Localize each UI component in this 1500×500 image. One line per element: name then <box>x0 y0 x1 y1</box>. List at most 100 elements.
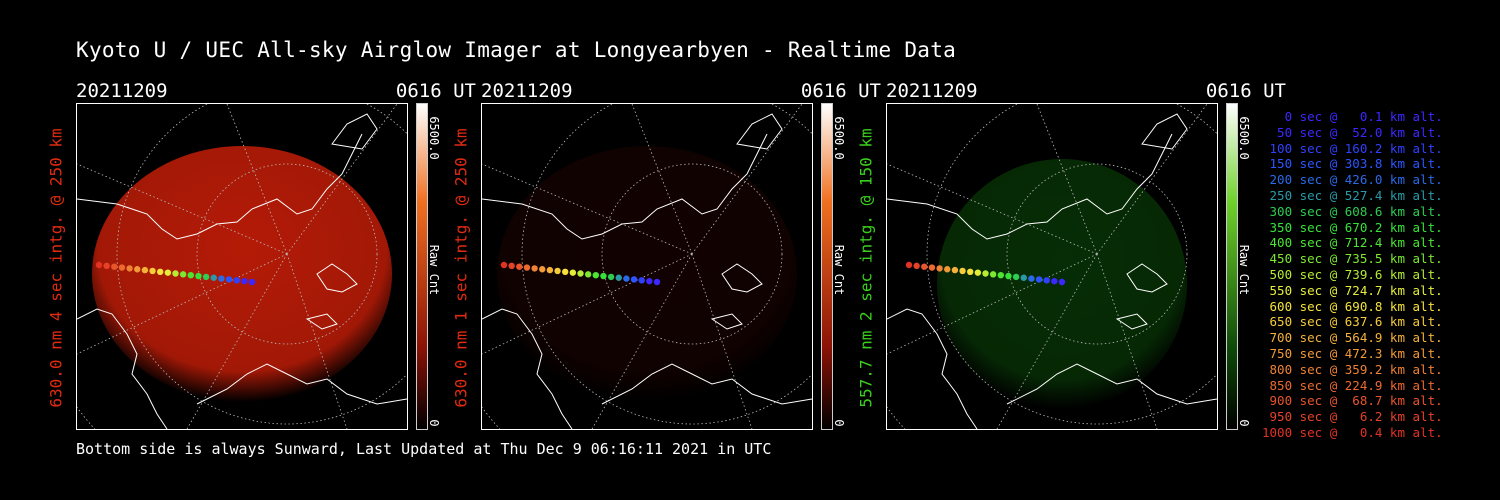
track-point <box>959 267 966 275</box>
track-point <box>607 273 615 281</box>
colorbar <box>1226 103 1238 430</box>
track-point <box>202 273 210 281</box>
legend-entry: 850 sec @ 224.9 km alt. <box>1262 377 1443 393</box>
track-point <box>118 264 126 271</box>
legend-entry: 0 sec @ 0.1 km alt. <box>1262 109 1443 124</box>
track-point <box>646 277 653 285</box>
panel-date: 20211209 <box>76 80 168 102</box>
track-point <box>600 272 607 280</box>
track-point <box>1012 273 1020 281</box>
flight-track <box>500 261 661 286</box>
image-panel-1: 20211209 0616 UT <box>47 80 476 430</box>
track-point <box>1020 274 1027 281</box>
wavelength-label: 630.0 nm 4 sec intg. @ 250 km <box>46 128 66 408</box>
panel-time: 0616 UT <box>1205 80 1286 102</box>
track-point <box>508 262 515 270</box>
track-point <box>523 264 531 271</box>
legend-entry: 650 sec @ 637.6 km alt. <box>1262 314 1443 330</box>
legend-entry: 250 sec @ 527.4 km alt. <box>1262 187 1443 203</box>
track-point <box>944 266 951 273</box>
track-point <box>562 268 569 275</box>
track-point <box>210 274 217 281</box>
allsky-map <box>886 103 1218 430</box>
legend-entry: 950 sec @ 6.2 km alt. <box>1262 409 1443 425</box>
airglow-image <box>497 146 797 402</box>
track-point <box>554 267 561 275</box>
track-point <box>974 269 982 276</box>
lat-lon-grid <box>77 104 407 429</box>
panel-date: 20211209 <box>886 80 978 102</box>
track-point <box>623 275 630 282</box>
airglow-image <box>92 146 392 402</box>
altitude-legend: 0 sec @ 0.1 km alt. 50 sec @ 52.0 km alt… <box>1262 109 1443 441</box>
track-point <box>997 272 1004 279</box>
colorbar-min-label: 0 <box>427 419 441 427</box>
lat-lon-grid <box>887 104 1217 429</box>
track-point <box>982 270 989 277</box>
track-point <box>921 263 928 270</box>
colorbar-max-label: 6500.0 <box>427 116 441 160</box>
track-point <box>1028 275 1035 282</box>
track-point <box>928 264 936 271</box>
colorbar-unit-label: Raw Cnt <box>832 244 846 296</box>
track-point <box>248 278 256 286</box>
track-point <box>111 263 118 270</box>
track-point <box>577 270 584 277</box>
legend-entry: 400 sec @ 712.4 km alt. <box>1262 235 1443 251</box>
legend-entry: 900 sec @ 68.7 km alt. <box>1262 393 1443 409</box>
track-point <box>157 268 164 275</box>
track-point <box>141 266 149 274</box>
legend-entry: 600 sec @ 690.8 km alt. <box>1262 298 1443 314</box>
wavelength-label: 557.7 nm 2 sec intg. @ 150 km <box>856 128 876 408</box>
colorbar-min-label: 0 <box>1237 419 1251 427</box>
image-panel-2: 20211209 0616 UT <box>452 80 881 430</box>
track-point <box>172 270 179 277</box>
flight-track <box>95 261 256 286</box>
image-panel-3: 20211209 0616 UT <box>857 80 1286 430</box>
colorbar-max-label: 6500.0 <box>1237 116 1251 160</box>
track-point <box>218 275 225 282</box>
legend-entry: 350 sec @ 670.2 km alt. <box>1262 219 1443 235</box>
track-point <box>653 278 661 286</box>
track-point <box>592 272 599 279</box>
colorbar-unit-label: Raw Cnt <box>1237 244 1251 296</box>
legend-entry: 800 sec @ 359.2 km alt. <box>1262 361 1443 377</box>
track-point <box>638 277 645 284</box>
track-point <box>569 269 577 276</box>
track-point <box>225 276 233 283</box>
legend-entry: 300 sec @ 608.6 km alt. <box>1262 203 1443 219</box>
colorbar-unit-label: Raw Cnt <box>427 244 441 296</box>
panel-date: 20211209 <box>481 80 573 102</box>
track-point <box>913 262 920 270</box>
page-title: Kyoto U / UEC All-sky Airglow Imager at … <box>76 38 957 62</box>
coastline <box>482 113 812 429</box>
coastline <box>77 113 407 429</box>
legend-entry: 1000 sec @ 0.4 km alt. <box>1262 424 1443 440</box>
track-point <box>546 266 554 274</box>
track-point <box>516 263 523 270</box>
lat-lon-grid <box>482 104 812 429</box>
track-point <box>1035 276 1043 283</box>
track-point <box>531 265 538 272</box>
track-point <box>126 265 133 272</box>
colorbar <box>416 103 428 430</box>
track-point <box>1058 278 1066 286</box>
coastline <box>887 113 1217 429</box>
legend-entry: 450 sec @ 735.5 km alt. <box>1262 251 1443 267</box>
colorbar <box>821 103 833 430</box>
legend-entry: 700 sec @ 564.9 km alt. <box>1262 330 1443 346</box>
track-point <box>936 265 943 272</box>
track-point <box>989 271 997 278</box>
colorbar-min-label: 0 <box>832 419 846 427</box>
legend-entry: 50 sec @ 52.0 km alt. <box>1262 124 1443 140</box>
legend-entry: 100 sec @ 160.2 km alt. <box>1262 140 1443 156</box>
track-point <box>164 269 172 276</box>
track-point <box>584 271 592 278</box>
track-point <box>500 261 508 269</box>
track-point <box>1051 277 1058 285</box>
track-point <box>187 272 194 279</box>
colorbar-max-label: 6500.0 <box>832 116 846 160</box>
legend-entry: 150 sec @ 303.8 km alt. <box>1262 156 1443 172</box>
track-point <box>233 277 240 284</box>
allsky-map <box>481 103 813 430</box>
